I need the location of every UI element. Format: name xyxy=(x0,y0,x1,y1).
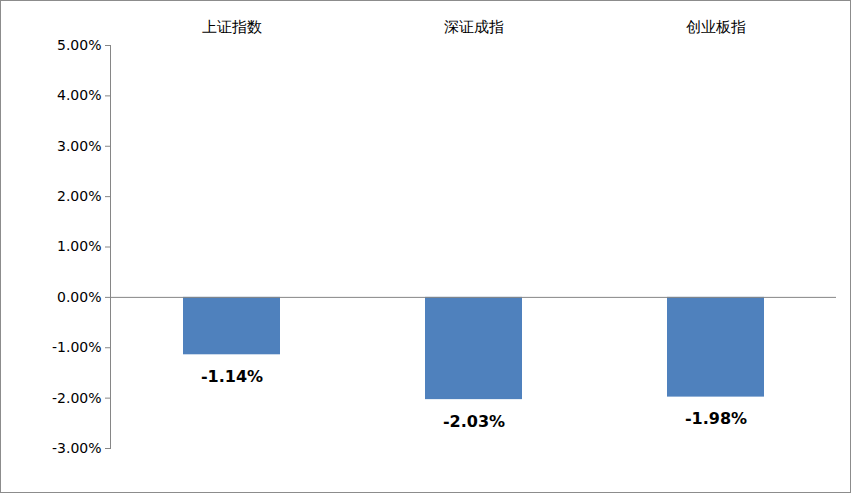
svg-text:3.00%: 3.00% xyxy=(57,138,101,154)
svg-text:-1.98%: -1.98% xyxy=(685,409,747,428)
svg-text:-1.14%: -1.14% xyxy=(201,367,263,386)
svg-text:-2.03%: -2.03% xyxy=(443,412,505,431)
svg-text:1.00%: 1.00% xyxy=(57,238,101,254)
svg-text:4.00%: 4.00% xyxy=(57,87,101,103)
svg-text:-1.00%: -1.00% xyxy=(52,339,102,355)
svg-text:-3.00%: -3.00% xyxy=(52,440,102,456)
svg-text:深证成指: 深证成指 xyxy=(444,18,504,36)
svg-text:上证指数: 上证指数 xyxy=(202,18,262,36)
svg-text:创业板指: 创业板指 xyxy=(686,18,746,36)
svg-text:5.00%: 5.00% xyxy=(57,37,101,53)
svg-text:0.00%: 0.00% xyxy=(57,289,101,305)
svg-text:2.00%: 2.00% xyxy=(57,188,101,204)
svg-text:-2.00%: -2.00% xyxy=(52,390,102,406)
